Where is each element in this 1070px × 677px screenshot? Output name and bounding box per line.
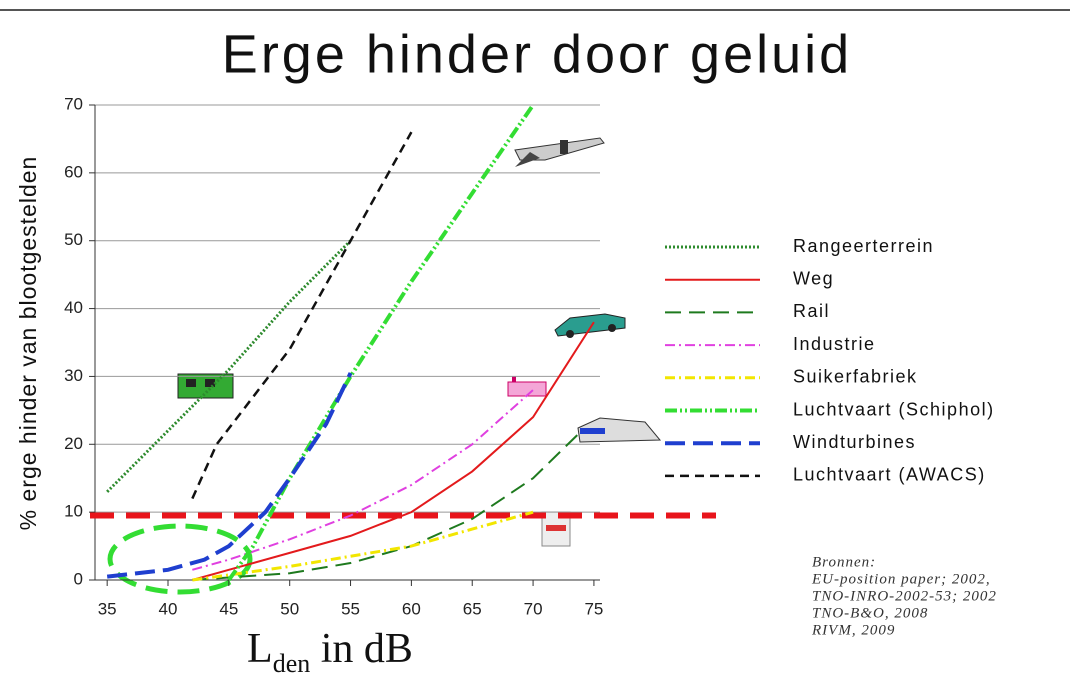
x-axis-label: Lden in dB [247,626,413,677]
series-line [192,322,594,580]
legend-label: Suikerfabriek [793,367,918,387]
y-tick-label: 20 [64,434,83,453]
legend-label: Rangeerterrein [793,236,934,256]
factory-icon [508,376,546,396]
x-tick-label: 35 [98,599,117,618]
plane-icon [515,138,604,167]
x-tick-label: 55 [341,599,360,618]
source-line: Bronnen: [812,554,876,570]
legend-label: Industrie [793,334,876,354]
y-tick-label: 50 [64,230,83,249]
source-line: RIVM, 2009 [811,622,895,638]
loco-icon [178,374,233,398]
series-line [192,390,533,570]
y-tick-label: 30 [64,366,83,385]
y-tick-label: 70 [64,94,83,113]
legend-label: Weg [793,268,834,288]
x-tick-label: 75 [584,599,603,618]
source-line: EU-position paper; 2002, [811,571,991,587]
series-line [107,241,350,492]
x-tick-label: 40 [159,599,178,618]
y-tick-label: 60 [64,162,83,181]
train-icon [578,418,660,442]
y-tick-label: 10 [64,502,83,521]
y-axis-label: % erge hinder van blootgestelden [15,156,41,531]
y-tick-label: 0 [74,569,83,588]
legend-label: Luchtvaart (AWACS) [793,465,986,485]
series-line [192,132,411,498]
x-tick-label: 65 [463,599,482,618]
x-label-rest: in dB [310,626,413,672]
legend-label: Rail [793,301,830,321]
x-label-subscript: den [273,649,311,677]
chart: Erge hinder door geluid % erge hinder va… [0,0,1070,677]
x-label-main: L [247,626,273,672]
legend-label: Luchtvaart (Schiphol) [793,399,995,419]
x-tick-label: 60 [402,599,421,618]
source-line: TNO-B&O, 2008 [812,605,928,621]
series-line [229,105,533,580]
x-tick-label: 45 [219,599,238,618]
source-line: TNO-INRO-2002-53; 2002 [812,588,997,604]
car-icon [555,314,625,338]
x-tick-label: 50 [280,599,299,618]
chart-title: Erge hinder door geluid [222,24,852,84]
y-tick-label: 40 [64,298,83,317]
x-tick-label: 70 [524,599,543,618]
legend-label: Windturbines [793,432,916,452]
